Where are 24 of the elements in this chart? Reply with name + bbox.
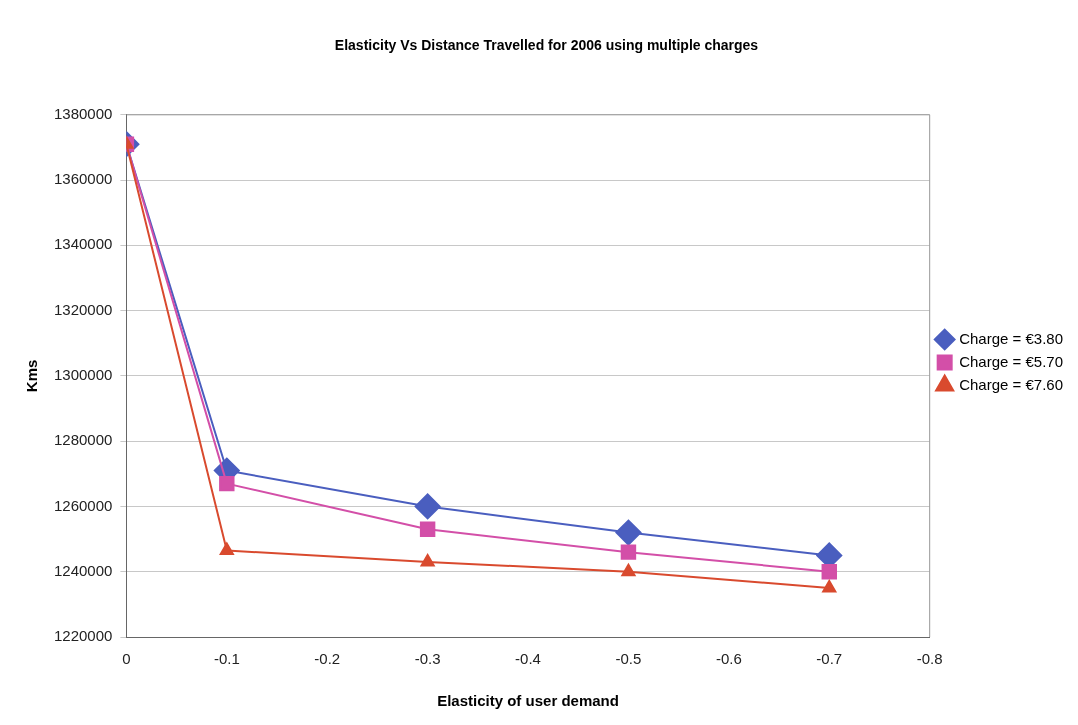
legend-label: Charge = €5.70 bbox=[959, 352, 1063, 370]
x-tick-label: -0.4 bbox=[515, 650, 541, 668]
x-tick-label: -0.5 bbox=[615, 650, 642, 668]
x-tick-label: -0.7 bbox=[816, 650, 843, 668]
y-tick-label: 1300000 bbox=[53, 366, 113, 384]
x-axis-title: Elasticity of user demand bbox=[437, 692, 619, 710]
x-tick-label: -0.3 bbox=[414, 650, 441, 668]
chart-title: Elasticity Vs Distance Travelled for 2006 using multiple charges bbox=[334, 37, 759, 54]
y-tick-label: 1260000 bbox=[53, 496, 113, 514]
y-axis-title: Kms bbox=[23, 359, 41, 393]
legend-label: Charge = €3.80 bbox=[959, 329, 1063, 347]
x-tick-label: -0.8 bbox=[916, 650, 943, 668]
y-tick-label: 1320000 bbox=[53, 300, 113, 318]
y-tick-label: 1220000 bbox=[53, 627, 113, 645]
x-tick-label: -0.6 bbox=[715, 650, 742, 668]
y-tick-label: 1280000 bbox=[53, 431, 113, 449]
y-tick-label: 1380000 bbox=[53, 104, 113, 122]
y-tick-label: 1360000 bbox=[53, 170, 113, 188]
x-tick-label: -0.1 bbox=[213, 650, 240, 668]
legend-label: Charge = €7.60 bbox=[959, 375, 1063, 393]
x-tick-label: -0.2 bbox=[314, 650, 341, 668]
y-tick-label: 1340000 bbox=[53, 235, 113, 253]
x-tick-label: 0 bbox=[122, 650, 131, 668]
y-tick-label: 1240000 bbox=[53, 561, 113, 579]
